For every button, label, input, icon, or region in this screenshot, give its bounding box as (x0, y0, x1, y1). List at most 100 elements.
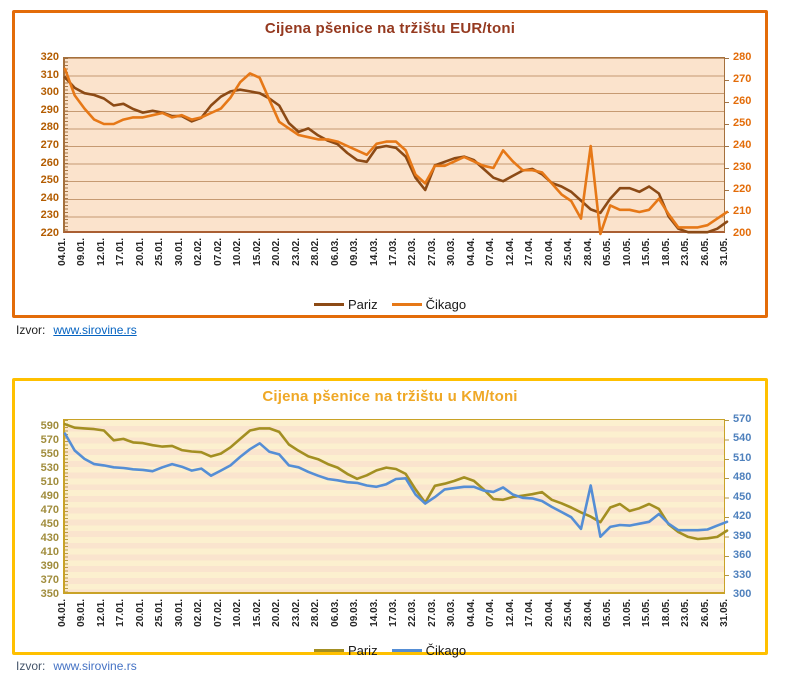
y-axis-label-left: 510 (40, 476, 59, 488)
x-axis-label: 23.02. (290, 238, 302, 266)
x-axis-label: 15.02. (251, 238, 263, 266)
x-axis-label: 31.05. (719, 238, 730, 266)
legend-label: Čikago (425, 643, 467, 658)
y-axis-label-left: 230 (40, 209, 59, 222)
y-axis-label-left: 490 (40, 490, 59, 502)
x-axis-label: 30.03. (446, 599, 458, 627)
km-chart-panel: Cijena pšenice na tržištu u KM/toni Pari… (12, 378, 768, 658)
source-row-eur: Izvor: www.sirovine.rs (16, 323, 137, 337)
series-line-čikago (63, 432, 729, 538)
km-legend: Pariz Čikago (15, 643, 765, 658)
x-axis-label: 20.01. (134, 599, 146, 627)
y-axis-label-left: 570 (40, 434, 59, 446)
x-axis-label: 17.04. (524, 599, 536, 627)
x-axis-label: 23.05. (680, 599, 692, 627)
x-axis-label: 04.04. (465, 599, 477, 627)
legend-label: Čikago (425, 297, 467, 312)
source-row-km: Izvor: www.sirovine.rs (16, 659, 137, 673)
x-axis-label: 30.01. (173, 599, 185, 627)
right-axis-ticks (725, 58, 729, 231)
y-axis-label-right: 450 (733, 490, 752, 503)
x-axis-label: 12.04. (504, 599, 516, 627)
y-axis-label-left: 310 (40, 68, 59, 81)
x-axis-label: 04.01. (57, 238, 68, 266)
x-axis-label: 17.01. (115, 599, 127, 627)
x-axis-label: 09.03. (349, 599, 361, 627)
x-axis-label: 15.05. (641, 599, 653, 627)
x-axis-label: 17.04. (524, 238, 536, 266)
x-axis-label: 12.01. (95, 238, 107, 266)
x-axis-label: 28.04. (582, 599, 594, 627)
y-axis-label-left: 590 (40, 420, 59, 432)
x-axis-label: 10.02. (232, 238, 244, 266)
km-plot-area (63, 419, 729, 594)
y-axis-label-right: 360 (733, 549, 752, 562)
y-axis-label-left: 240 (40, 191, 59, 204)
y-axis-label-left: 550 (40, 448, 59, 460)
x-axis-label: 12.04. (504, 238, 516, 266)
x-axis-label: 20.02. (271, 238, 283, 266)
source-link[interactable]: www.sirovine.rs (53, 659, 137, 673)
y-axis-label-left: 470 (40, 504, 59, 516)
y-axis-label-left: 390 (40, 560, 59, 572)
y-axis-label-left: 320 (40, 51, 59, 63)
x-axis-label: 06.03. (329, 599, 341, 627)
x-axis-label: 28.02. (310, 599, 322, 627)
y-axis-label-left: 280 (40, 121, 59, 134)
x-axis-label: 10.02. (232, 599, 244, 627)
eur-legend: Pariz Čikago (15, 297, 765, 312)
x-axis-label: 15.02. (251, 599, 263, 627)
source-label: Izvor: (16, 659, 46, 673)
y-axis-label-left: 300 (40, 86, 59, 99)
x-axis-label: 26.05. (699, 238, 711, 266)
y-axis-label-right: 240 (733, 139, 752, 151)
x-axis-label: 10.05. (621, 238, 633, 266)
x-axis-label: 06.03. (329, 238, 341, 266)
series-line-pariz (63, 422, 729, 541)
x-axis-label: 09.01. (76, 238, 88, 266)
y-axis-label-right: 200 (733, 227, 752, 239)
x-axis-label: 12.01. (95, 599, 107, 627)
x-axis-label: 04.01. (57, 599, 68, 627)
x-axis-label: 14.03. (368, 238, 380, 266)
y-axis-label-right: 570 (733, 413, 752, 425)
y-axis-label-right: 260 (733, 95, 752, 107)
legend-item-čikago: Čikago (391, 297, 467, 312)
x-axis-label: 10.05. (621, 599, 633, 627)
x-axis-label: 17.03. (388, 599, 399, 627)
x-axis-label: 05.05. (602, 599, 614, 627)
x-axis-label: 23.02. (290, 599, 302, 627)
legend-line-swatch (391, 303, 422, 306)
y-axis-label-right: 230 (733, 161, 752, 173)
y-axis-label-right: 390 (733, 529, 752, 542)
eur-chart-panel: Cijena pšenice na tržištu EUR/toni Pariz… (12, 10, 768, 318)
x-axis-label: 15.05. (641, 238, 653, 266)
x-axis-label: 28.02. (310, 238, 322, 266)
x-axis-label: 09.03. (349, 238, 361, 266)
y-axis-label-right: 480 (733, 471, 752, 484)
y-axis-label-right: 330 (733, 568, 752, 581)
left-axis-minor-ticks (65, 420, 68, 592)
x-axis-label: 09.01. (76, 599, 88, 627)
source-label: Izvor: (16, 323, 46, 337)
x-axis-label: 25.04. (563, 599, 575, 627)
legend-label: Pariz (347, 643, 378, 658)
x-axis-label: 25.01. (154, 238, 166, 266)
legend-line-swatch (391, 649, 422, 652)
legend-line-swatch (313, 649, 344, 652)
y-axis-label-right: 510 (733, 451, 752, 464)
y-axis-label-left: 530 (40, 462, 59, 474)
x-axis-label: 07.04. (485, 599, 497, 627)
x-axis-label: 17.03. (388, 238, 399, 266)
source-link[interactable]: www.sirovine.rs (53, 323, 137, 337)
x-axis-label: 07.02. (212, 599, 224, 627)
eur-plot-area (63, 57, 729, 236)
x-axis-label: 20.04. (543, 238, 555, 266)
legend-item-pariz: Pariz (313, 297, 378, 312)
y-axis-label-left: 430 (40, 532, 59, 544)
y-axis-label-left: 290 (40, 103, 59, 116)
y-axis-label-left: 260 (40, 156, 59, 169)
y-axis-label-right: 210 (733, 205, 752, 217)
x-axis-label: 07.02. (212, 238, 224, 266)
